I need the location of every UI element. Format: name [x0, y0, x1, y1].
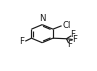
Text: Cl: Cl	[63, 21, 71, 30]
Text: F: F	[72, 35, 77, 44]
Text: F: F	[19, 37, 24, 46]
Text: N: N	[39, 14, 45, 23]
Text: F: F	[67, 40, 72, 49]
Text: F: F	[70, 30, 75, 39]
